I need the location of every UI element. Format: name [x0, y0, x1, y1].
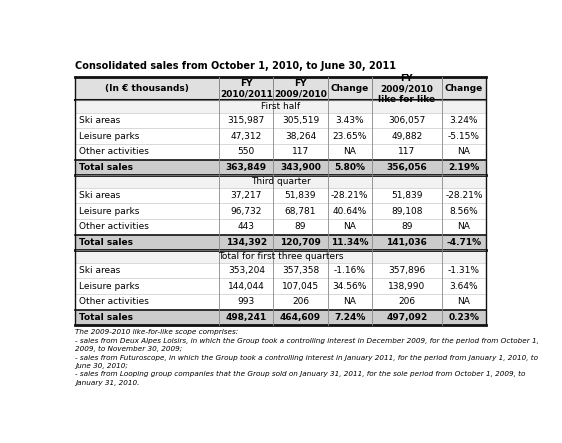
Text: Leisure parks: Leisure parks: [79, 132, 139, 140]
Text: 5.80%: 5.80%: [334, 163, 365, 172]
Text: 497,092: 497,092: [386, 313, 428, 322]
Text: Total sales: Total sales: [79, 163, 133, 172]
Bar: [75, 77, 486, 100]
Text: 356,056: 356,056: [387, 163, 427, 172]
Text: 141,036: 141,036: [386, 238, 427, 247]
Text: 357,896: 357,896: [388, 266, 425, 275]
Bar: [75, 310, 486, 325]
Text: 993: 993: [238, 297, 255, 306]
Text: NA: NA: [457, 297, 470, 306]
Text: 8.56%: 8.56%: [450, 206, 478, 216]
Text: 144,044: 144,044: [228, 282, 265, 291]
Text: 120,709: 120,709: [280, 238, 321, 247]
Text: 89,108: 89,108: [391, 206, 423, 216]
Text: NA: NA: [343, 147, 356, 156]
Text: 37,217: 37,217: [231, 191, 262, 200]
Text: -28.21%: -28.21%: [331, 191, 369, 200]
Text: Ski areas: Ski areas: [79, 266, 120, 275]
Text: 353,204: 353,204: [228, 266, 265, 275]
Text: 206: 206: [292, 297, 309, 306]
Text: Change: Change: [445, 84, 483, 93]
Text: FY
2009/2010
like for like: FY 2009/2010 like for like: [378, 74, 436, 104]
Text: 89: 89: [401, 222, 413, 231]
Text: Total sales: Total sales: [79, 313, 133, 322]
Text: NA: NA: [343, 297, 356, 306]
Text: 11.34%: 11.34%: [331, 238, 369, 247]
Text: 3.64%: 3.64%: [450, 282, 478, 291]
Text: 23.65%: 23.65%: [333, 132, 367, 140]
Text: 306,057: 306,057: [388, 116, 425, 125]
Text: Leisure parks: Leisure parks: [79, 282, 139, 291]
Text: Leisure parks: Leisure parks: [79, 206, 139, 216]
Text: -5.15%: -5.15%: [448, 132, 480, 140]
Text: Total sales: Total sales: [79, 238, 133, 247]
Text: -1.31%: -1.31%: [448, 266, 480, 275]
Text: FY
2010/2011: FY 2010/2011: [220, 79, 273, 98]
Text: NA: NA: [457, 147, 470, 156]
Text: 107,045: 107,045: [282, 282, 319, 291]
Text: 34.56%: 34.56%: [333, 282, 367, 291]
Text: 96,732: 96,732: [231, 206, 262, 216]
Text: -1.16%: -1.16%: [334, 266, 366, 275]
Text: Ski areas: Ski areas: [79, 116, 120, 125]
Text: Total for first three quarters: Total for first three quarters: [218, 252, 343, 261]
Text: FY
2009/2010: FY 2009/2010: [274, 79, 327, 98]
Text: 40.64%: 40.64%: [333, 206, 367, 216]
Text: The 2009-2010 like-for-like scope comprises:
- sales from Deux Alpes Loisirs, in: The 2009-2010 like-for-like scope compri…: [75, 330, 540, 385]
Text: 464,609: 464,609: [280, 313, 321, 322]
Text: 138,990: 138,990: [388, 282, 425, 291]
Text: 315,987: 315,987: [228, 116, 265, 125]
Text: 51,839: 51,839: [391, 191, 423, 200]
Text: 49,882: 49,882: [391, 132, 423, 140]
Text: (In € thousands): (In € thousands): [106, 84, 189, 93]
Text: 357,358: 357,358: [282, 266, 319, 275]
Text: 38,264: 38,264: [285, 132, 316, 140]
Text: -4.71%: -4.71%: [446, 238, 482, 247]
Text: 51,839: 51,839: [285, 191, 316, 200]
Text: 498,241: 498,241: [226, 313, 267, 322]
Text: Third quarter: Third quarter: [251, 177, 311, 186]
Text: Other activities: Other activities: [79, 222, 148, 231]
Text: 89: 89: [294, 222, 306, 231]
Text: 117: 117: [398, 147, 415, 156]
Bar: [75, 250, 486, 263]
Text: Other activities: Other activities: [79, 297, 148, 306]
Text: 3.24%: 3.24%: [450, 116, 478, 125]
Text: 7.24%: 7.24%: [334, 313, 365, 322]
Bar: [75, 100, 486, 113]
Bar: [75, 175, 486, 187]
Text: First half: First half: [261, 102, 300, 111]
Text: 343,900: 343,900: [280, 163, 321, 172]
Text: 0.23%: 0.23%: [448, 313, 479, 322]
Text: 206: 206: [398, 297, 415, 306]
Text: 117: 117: [292, 147, 309, 156]
Text: NA: NA: [343, 222, 356, 231]
Text: Consolidated sales from October 1, 2010, to June 30, 2011: Consolidated sales from October 1, 2010,…: [75, 61, 396, 71]
Bar: [75, 235, 486, 250]
Text: Other activities: Other activities: [79, 147, 148, 156]
Bar: [75, 159, 486, 175]
Text: 3.43%: 3.43%: [336, 116, 364, 125]
Text: 305,519: 305,519: [282, 116, 319, 125]
Text: 2.19%: 2.19%: [448, 163, 479, 172]
Text: Change: Change: [330, 84, 369, 93]
Text: 550: 550: [238, 147, 255, 156]
Text: Ski areas: Ski areas: [79, 191, 120, 200]
Text: 47,312: 47,312: [231, 132, 262, 140]
Text: 443: 443: [238, 222, 255, 231]
Text: NA: NA: [457, 222, 470, 231]
Text: 68,781: 68,781: [285, 206, 316, 216]
Text: -28.21%: -28.21%: [445, 191, 483, 200]
Text: 363,849: 363,849: [226, 163, 267, 172]
Text: 134,392: 134,392: [226, 238, 267, 247]
